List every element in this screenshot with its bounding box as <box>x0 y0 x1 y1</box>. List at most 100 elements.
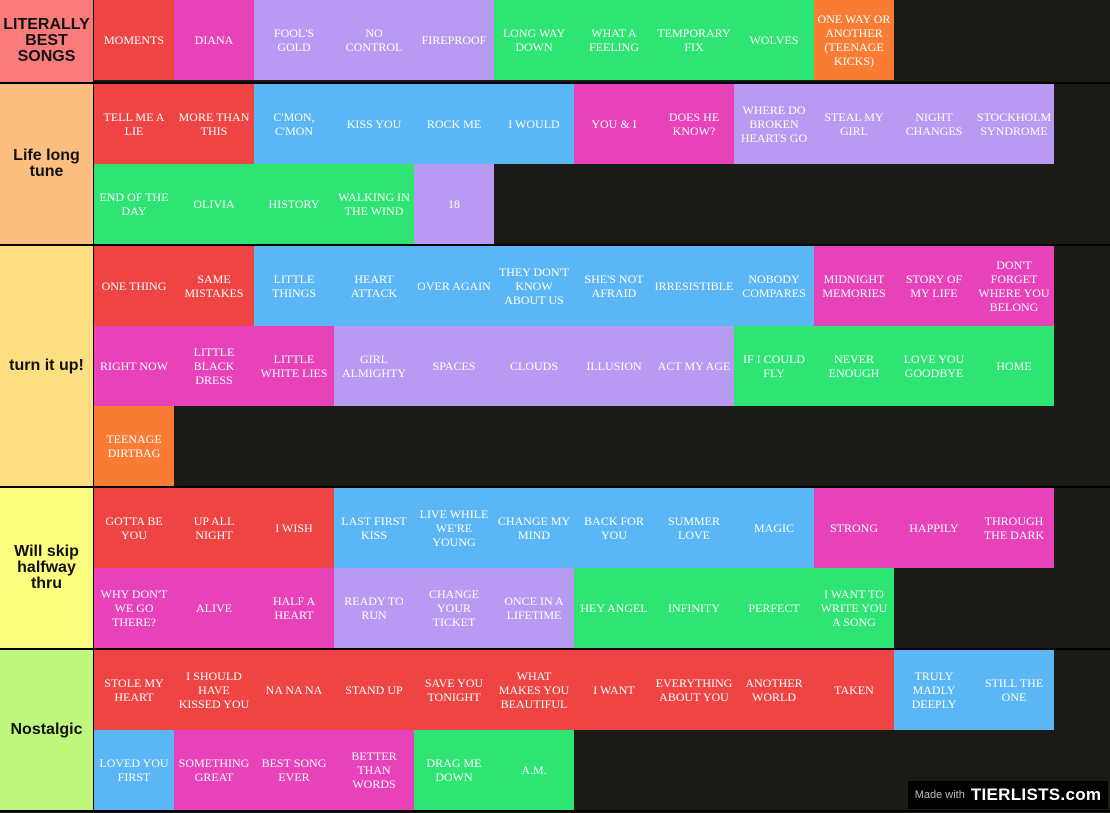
song-card[interactable]: SUMMER LOVE <box>654 488 734 568</box>
song-card[interactable]: WALKING IN THE WIND <box>334 164 414 244</box>
song-card[interactable]: GOTTA BE YOU <box>94 488 174 568</box>
song-card[interactable]: STOCKHOLM SYNDROME <box>974 84 1054 164</box>
song-card[interactable]: I WANT <box>574 650 654 730</box>
song-card[interactable]: STORY OF MY LIFE <box>894 246 974 326</box>
song-card[interactable]: MAGIC <box>734 488 814 568</box>
song-card[interactable]: MORE THAN THIS <box>174 84 254 164</box>
song-card[interactable]: OLIVIA <box>174 164 254 244</box>
song-card[interactable]: I WISH <box>254 488 334 568</box>
song-card[interactable]: RIGHT NOW <box>94 326 174 406</box>
song-card[interactable]: NO CONTROL <box>334 0 414 80</box>
song-card[interactable]: MOMENTS <box>94 0 174 80</box>
song-card[interactable]: BEST SONG EVER <box>254 730 334 810</box>
song-card[interactable]: DON'T FORGET WHERE YOU BELONG <box>974 246 1054 326</box>
song-card[interactable]: HOME <box>974 326 1054 406</box>
song-card[interactable]: 18 <box>414 164 494 244</box>
tierlists-logo: TIERLISTS.com <box>970 785 1102 804</box>
song-card[interactable]: TELL ME A LIE <box>94 84 174 164</box>
song-card[interactable]: SAME MISTAKES <box>174 246 254 326</box>
song-card[interactable]: LITTLE BLACK DRESS <box>174 326 254 406</box>
song-card[interactable]: ALIVE <box>174 568 254 648</box>
song-card[interactable]: SOMETHING GREAT <box>174 730 254 810</box>
song-card[interactable]: OVER AGAIN <box>414 246 494 326</box>
song-card[interactable]: LITTLE THINGS <box>254 246 334 326</box>
song-card[interactable]: LOVE YOU GOODBYE <box>894 326 974 406</box>
song-card[interactable]: GIRL ALMIGHTY <box>334 326 414 406</box>
song-card[interactable]: TEMPORARY FIX <box>654 0 734 80</box>
song-card[interactable]: SHE'S NOT AFRAID <box>574 246 654 326</box>
song-card[interactable]: THEY DON'T KNOW ABOUT US <box>494 246 574 326</box>
song-card[interactable]: UP ALL NIGHT <box>174 488 254 568</box>
song-card[interactable]: DRAG ME DOWN <box>414 730 494 810</box>
song-card[interactable]: ONE THING <box>94 246 174 326</box>
song-card[interactable]: I WOULD <box>494 84 574 164</box>
song-card[interactable]: LITTLE WHITE LIES <box>254 326 334 406</box>
song-card[interactable]: A.M. <box>494 730 574 810</box>
tier-label[interactable]: LITERALLY BEST SONGS <box>0 0 94 82</box>
song-card[interactable]: WHAT MAKES YOU BEAUTIFUL <box>494 650 574 730</box>
song-card[interactable]: MIDNIGHT MEMORIES <box>814 246 894 326</box>
song-card[interactable]: PERFECT <box>734 568 814 648</box>
song-card[interactable]: DIANA <box>174 0 254 80</box>
song-card[interactable]: INFINITY <box>654 568 734 648</box>
song-card[interactable]: EVERYTHING ABOUT YOU <box>654 650 734 730</box>
song-card[interactable]: CLOUDS <box>494 326 574 406</box>
song-card[interactable]: IF I COULD FLY <box>734 326 814 406</box>
song-card[interactable]: BACK FOR YOU <box>574 488 654 568</box>
song-card[interactable]: I SHOULD HAVE KISSED YOU <box>174 650 254 730</box>
song-card[interactable]: NEVER ENOUGH <box>814 326 894 406</box>
song-card[interactable]: BETTER THAN WORDS <box>334 730 414 810</box>
song-card[interactable]: SAVE YOU TONIGHT <box>414 650 494 730</box>
song-card[interactable]: WHERE DO BROKEN HEARTS GO <box>734 84 814 164</box>
song-card[interactable]: ONCE IN A LIFETIME <box>494 568 574 648</box>
song-card[interactable]: HEART ATTACK <box>334 246 414 326</box>
song-card[interactable]: STRONG <box>814 488 894 568</box>
song-card[interactable]: YOU & I <box>574 84 654 164</box>
song-card[interactable]: ONE WAY OR ANOTHER (TEENAGE KICKS) <box>814 0 894 80</box>
song-card[interactable]: HAPPILY <box>894 488 974 568</box>
song-card[interactable]: STOLE MY HEART <box>94 650 174 730</box>
tier-label[interactable]: turn it up! <box>0 246 94 486</box>
song-card[interactable]: HALF A HEART <box>254 568 334 648</box>
song-card[interactable]: TAKEN <box>814 650 894 730</box>
song-card[interactable]: READY TO RUN <box>334 568 414 648</box>
song-card[interactable]: ILLUSION <box>574 326 654 406</box>
song-card[interactable]: STAND UP <box>334 650 414 730</box>
song-card[interactable]: END OF THE DAY <box>94 164 174 244</box>
song-card[interactable]: WHAT A FEELING <box>574 0 654 80</box>
made-with-badge[interactable]: Made with TIERLISTS.com <box>908 781 1108 809</box>
song-card[interactable]: C'MON, C'MON <box>254 84 334 164</box>
song-card[interactable]: DOES HE KNOW? <box>654 84 734 164</box>
song-card[interactable]: TRULY MADLY DEEPLY <box>894 650 974 730</box>
song-card[interactable]: STEAL MY GIRL <box>814 84 894 164</box>
song-card[interactable]: STILL THE ONE <box>974 650 1054 730</box>
song-card[interactable]: I WANT TO WRITE YOU A SONG <box>814 568 894 648</box>
song-card[interactable]: TEENAGE DIRTBAG <box>94 406 174 486</box>
song-card[interactable]: THROUGH THE DARK <box>974 488 1054 568</box>
song-card[interactable]: SPACES <box>414 326 494 406</box>
song-card[interactable]: WHY DON'T WE GO THERE? <box>94 568 174 648</box>
song-card[interactable]: LIVE WHILE WE'RE YOUNG <box>414 488 494 568</box>
song-card[interactable]: HISTORY <box>254 164 334 244</box>
song-card[interactable]: HEY ANGEL <box>574 568 654 648</box>
song-card[interactable]: FIREPROOF <box>414 0 494 80</box>
song-card[interactable]: NA NA NA <box>254 650 334 730</box>
song-card[interactable]: KISS YOU <box>334 84 414 164</box>
song-card[interactable]: LAST FIRST KISS <box>334 488 414 568</box>
song-card[interactable]: LOVED YOU FIRST <box>94 730 174 810</box>
tier-label[interactable]: Will skip halfway thru <box>0 488 94 648</box>
song-card[interactable]: CHANGE YOUR TICKET <box>414 568 494 648</box>
song-card[interactable]: LONG WAY DOWN <box>494 0 574 80</box>
song-card[interactable]: WOLVES <box>734 0 814 80</box>
made-with-text: Made with <box>914 789 965 801</box>
song-card[interactable]: FOOL'S GOLD <box>254 0 334 80</box>
tier-label[interactable]: Life long tune <box>0 84 94 244</box>
song-card[interactable]: ACT MY AGE <box>654 326 734 406</box>
tier-label[interactable]: Nostalgic <box>0 650 94 810</box>
song-card[interactable]: NOBODY COMPARES <box>734 246 814 326</box>
song-card[interactable]: CHANGE MY MIND <box>494 488 574 568</box>
song-card[interactable]: ROCK ME <box>414 84 494 164</box>
song-card[interactable]: NIGHT CHANGES <box>894 84 974 164</box>
song-card[interactable]: IRRESISTIBLE <box>654 246 734 326</box>
song-card[interactable]: ANOTHER WORLD <box>734 650 814 730</box>
